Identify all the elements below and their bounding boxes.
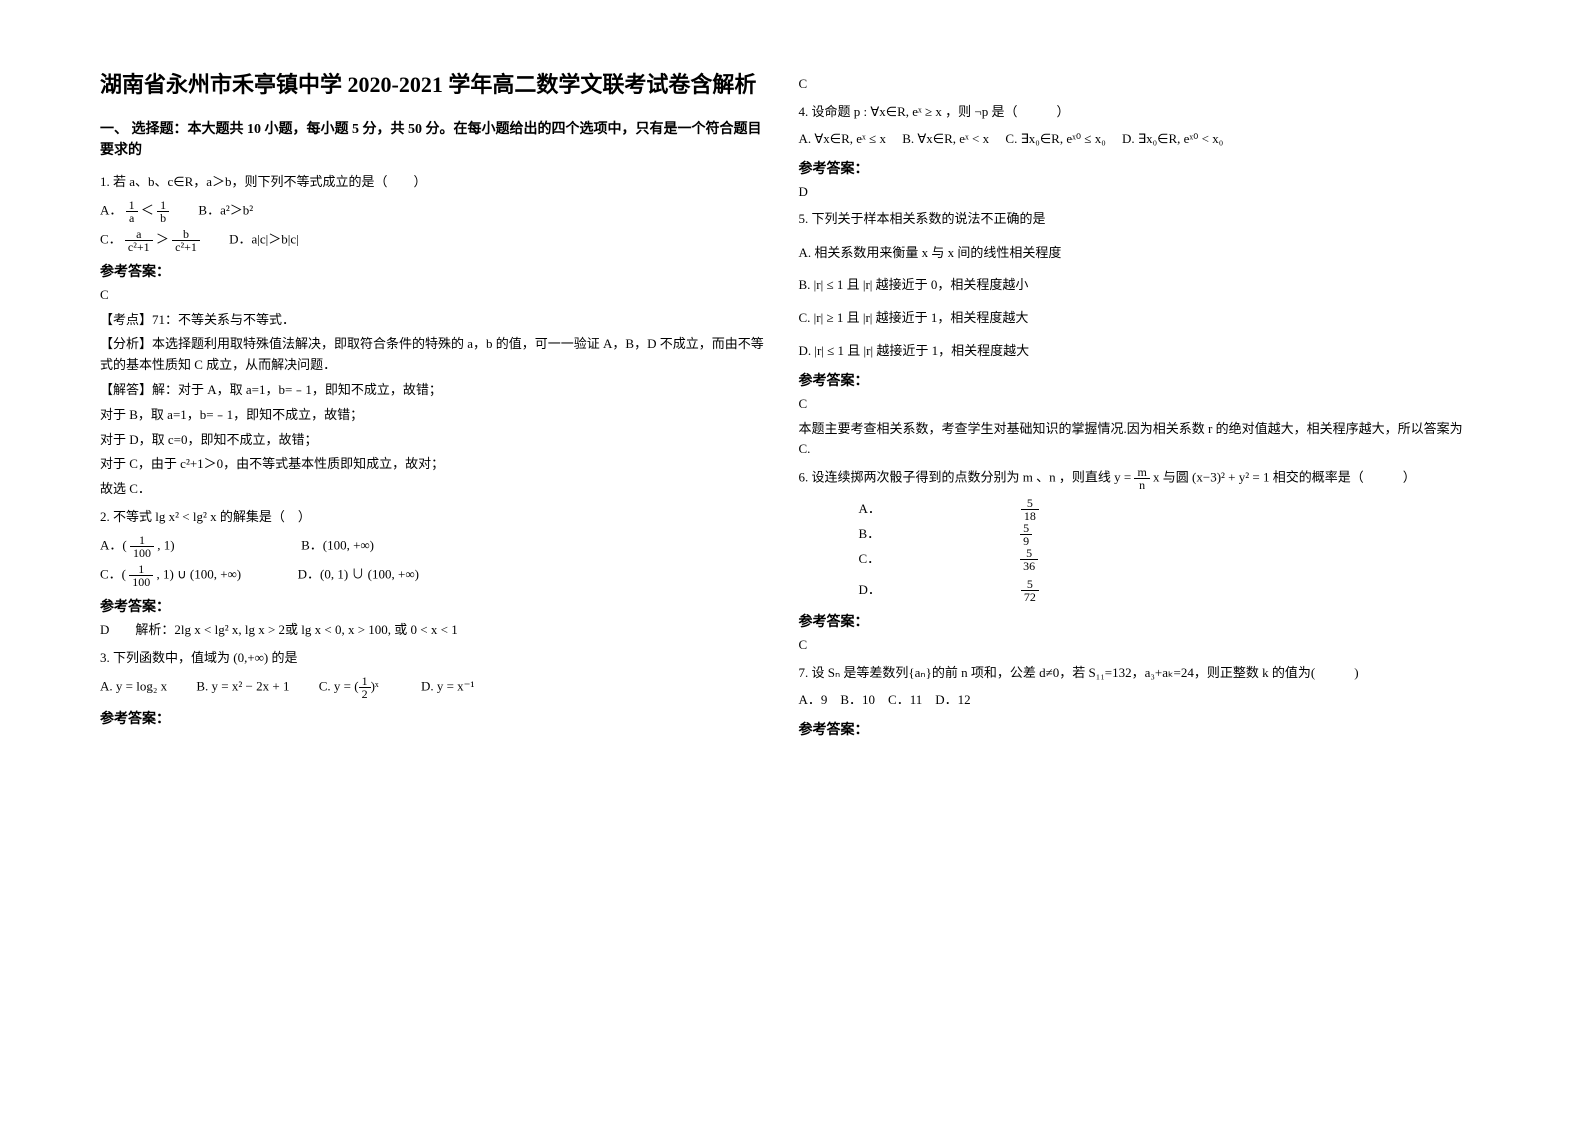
q3-ans: C (799, 74, 1468, 95)
q7-ans-label: 参考答案： (799, 719, 1468, 739)
q6-ans-label: 参考答案： (799, 611, 1468, 631)
q4-stem: 4. 设命题 p : ∀x∈R, eˣ ≥ x ，则 ¬p 是（ ） (799, 101, 1468, 123)
q2-stem: 2. 不等式 lg x² < lg² x 的解集是（ ） (100, 506, 769, 528)
q5-optC: C. |r| ≥ 1 且 |r| 越接近于 1，相关程度越大 (799, 308, 1468, 329)
q5-explain: 本题主要考查相关系数，考查学生对基础知识的掌握情况.因为相关系数 r 的绝对值越… (799, 419, 1468, 461)
q6-ans: C (799, 635, 1468, 656)
q4-ans: D (799, 182, 1468, 203)
q7-stem: 7. 设 Sₙ 是等差数列{aₙ}的前 n 项和，公差 d≠0，若 S₁₁=13… (799, 662, 1468, 684)
q6-optD: D．572 (859, 578, 1468, 603)
q1-optC: C． ac²+1 ＞ bc²+1 D．a|c|＞b|c| (100, 228, 769, 253)
q3-stem: 3. 下列函数中，值域为 (0,+∞) 的是 (100, 647, 769, 669)
q6-optsABC: A．518 B．59 C．536 (859, 497, 1468, 572)
q3-opts: A. y = log₂ x B. y = x² − 2x + 1 C. y = … (100, 675, 769, 700)
q1-ans: C (100, 285, 769, 306)
q1-ans-label: 参考答案： (100, 261, 769, 281)
q1-jieda5: 故选 C． (100, 479, 769, 500)
q6-stem: 6. 设连续掷两次骰子得到的点数分别为 m 、n ，则直线 y = mn x 与… (799, 466, 1468, 491)
q5-ans-label: 参考答案： (799, 370, 1468, 390)
q1-jieda1: 【解答】解：对于 A，取 a=1，b=﹣1，即知不成立，故错； (100, 380, 769, 401)
q3-ans-label: 参考答案： (100, 708, 769, 728)
q4-ans-label: 参考答案： (799, 158, 1468, 178)
q1-kaodian: 【考点】71：不等关系与不等式． (100, 310, 769, 331)
q5-optA: A. 相关系数用来衡量 x 与 x 间的线性相关程度 (799, 243, 1468, 264)
page-title: 湖南省永州市禾亭镇中学 2020-2021 学年高二数学文联考试卷含解析 (100, 70, 769, 101)
q1-stem: 1. 若 a、b、c∈R，a＞b，则下列不等式成立的是（ ） (100, 171, 769, 193)
q1-optA: A． 1a ＜ 1b B．a²＞b² (100, 199, 769, 224)
q5-optD: D. |r| ≤ 1 且 |r| 越接近于 1，相关程度越大 (799, 341, 1468, 362)
q2-ans-label: 参考答案： (100, 596, 769, 616)
q5-stem: 5. 下列关于样本相关系数的说法不正确的是 (799, 208, 1468, 230)
q7-opts: A．9 B．10 C．11 D．12 (799, 690, 1468, 711)
q5-ans: C (799, 394, 1468, 415)
q1-jieda2: 对于 B，取 a=1，b=﹣1，即知不成立，故错； (100, 405, 769, 426)
q2-optsCD: C．( 1100 , 1) ∪ (100, +∞) D．(0, 1) ∪ (10… (100, 563, 769, 588)
q1-jieda3: 对于 D，取 c=0，即知不成立，故错； (100, 430, 769, 451)
q5-optB: B. |r| ≤ 1 且 |r| 越接近于 0，相关程度越小 (799, 275, 1468, 296)
q1-jieda4: 对于 C，由于 c²+1＞0，由不等式基本性质即知成立，故对； (100, 454, 769, 475)
q2-ans: D 解析：2lg x < lg² x, lg x > 2或 lg x < 0, … (100, 620, 769, 641)
q2-optsAB: A．( 1100 , 1) B．(100, +∞) (100, 534, 769, 559)
section-head: 一、 选择题：本大题共 10 小题，每小题 5 分，共 50 分。在每小题给出的… (100, 119, 769, 161)
q4-opts: A. ∀x∈R, eˣ ≤ x B. ∀x∈R, eˣ < x C. ∃x₀∈R… (799, 129, 1468, 150)
q1-fenxi: 【分析】本选择题利用取特殊值法解决，即取符合条件的特殊的 a，b 的值，可一一验… (100, 334, 769, 376)
